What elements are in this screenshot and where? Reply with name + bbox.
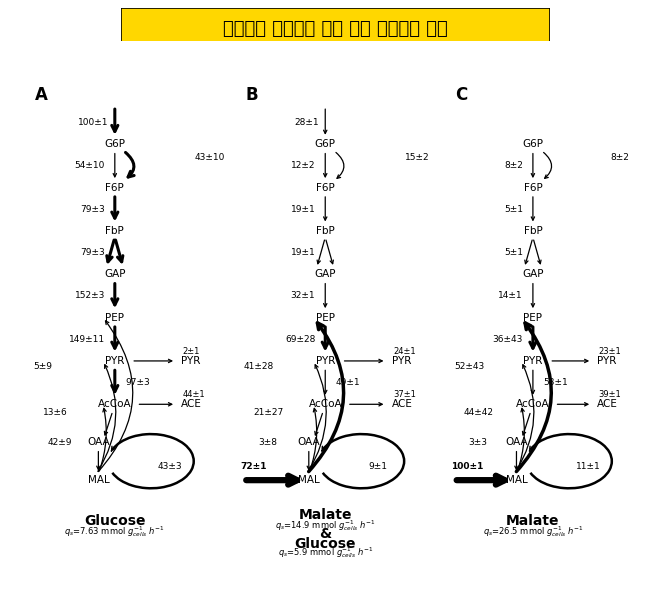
Text: FbP: FbP [523,226,542,236]
Text: &: & [319,527,331,541]
Text: 100±1: 100±1 [78,118,108,127]
Text: OAA: OAA [505,437,528,447]
Text: PYR: PYR [315,356,335,366]
Text: $q_s$=26.5 mmol $g_{cells}^{-1}$ $h^{-1}$: $q_s$=26.5 mmol $g_{cells}^{-1}$ $h^{-1}… [482,524,583,539]
Text: G6P: G6P [523,139,544,149]
Text: 37±1: 37±1 [393,390,416,399]
Text: 36±43: 36±43 [493,335,523,344]
Text: 5±9: 5±9 [33,362,52,371]
Text: Malate: Malate [299,508,352,522]
Text: $q_s$=7.63 mmol $g_{cells}^{-1}$ $h^{-1}$: $q_s$=7.63 mmol $g_{cells}^{-1}$ $h^{-1}… [64,524,165,539]
FancyBboxPatch shape [0,25,671,589]
Text: 19±1: 19±1 [291,248,315,257]
Text: PEP: PEP [105,313,124,323]
Text: Glucose: Glucose [295,537,356,551]
Text: F6P: F6P [105,183,124,193]
Text: 15±2: 15±2 [405,153,430,162]
Text: MAL: MAL [505,475,527,485]
Text: C: C [456,87,468,104]
Text: 72±1: 72±1 [240,462,266,471]
Text: 14±1: 14±1 [499,292,523,300]
Text: 41±28: 41±28 [244,362,274,371]
Text: ACE: ACE [597,399,618,409]
Text: 43±3: 43±3 [158,462,183,471]
Text: B: B [246,87,258,104]
Text: 100±1: 100±1 [450,462,483,471]
Text: 43±10: 43±10 [195,153,225,162]
Text: 42±9: 42±9 [48,438,72,446]
Text: 11±1: 11±1 [576,462,601,471]
Text: PYR: PYR [392,356,411,366]
Text: MAL: MAL [298,475,319,485]
Text: 44±1: 44±1 [183,390,205,399]
Text: 152±3: 152±3 [74,292,105,300]
Text: GAP: GAP [315,269,336,279]
Text: 8±2: 8±2 [504,161,523,170]
Text: 8±2: 8±2 [611,153,629,162]
Text: 3±8: 3±8 [258,438,277,446]
Text: 28±1: 28±1 [294,118,319,127]
Text: 9±1: 9±1 [368,462,387,471]
Text: G6P: G6P [315,139,336,149]
Text: 13±6: 13±6 [43,408,68,417]
Text: 53±1: 53±1 [544,378,568,387]
Text: GAP: GAP [522,269,544,279]
Text: 79±3: 79±3 [81,248,105,257]
Text: 52±43: 52±43 [454,362,484,371]
Text: FbP: FbP [105,226,124,236]
Text: 149±11: 149±11 [69,335,105,344]
Text: AcCoA: AcCoA [309,399,342,409]
Text: ACE: ACE [181,399,202,409]
Text: 24±1: 24±1 [393,347,415,356]
Text: 54±10: 54±10 [74,161,105,170]
Text: 19±1: 19±1 [291,205,315,214]
Text: 69±28: 69±28 [285,335,315,344]
Text: PYR: PYR [523,356,543,366]
Text: PEP: PEP [316,313,335,323]
Text: AcCoA: AcCoA [516,399,550,409]
Text: 2±1: 2±1 [183,347,200,356]
Text: F6P: F6P [316,183,335,193]
Text: Glucose: Glucose [84,514,146,528]
Text: $q_s$=14.9 mmol $g_{cells}^{-1}$ $h^{-1}$: $q_s$=14.9 mmol $g_{cells}^{-1}$ $h^{-1}… [275,518,376,532]
Text: 12±2: 12±2 [291,161,315,170]
Text: GAP: GAP [104,269,125,279]
Text: ACE: ACE [392,399,413,409]
Text: $q_s$=5.9 mmol $g_{cells}^{-1}$ $h^{-1}$: $q_s$=5.9 mmol $g_{cells}^{-1}$ $h^{-1}$ [278,545,373,560]
Text: 39±1: 39±1 [599,390,621,399]
Text: 32±1: 32±1 [291,292,315,300]
Text: 5±1: 5±1 [504,248,523,257]
Text: 23±1: 23±1 [599,347,621,356]
Text: A: A [35,87,48,104]
Text: 44±42: 44±42 [464,408,494,417]
FancyBboxPatch shape [121,8,550,50]
Text: 3±3: 3±3 [468,438,487,446]
Text: G6P: G6P [104,139,125,149]
Text: PYR: PYR [181,356,201,366]
Text: 79±3: 79±3 [81,205,105,214]
Text: 5±1: 5±1 [504,205,523,214]
Text: PEP: PEP [523,313,542,323]
Text: F6P: F6P [523,183,542,193]
Text: Malate: Malate [506,514,560,528]
Text: AcCoA: AcCoA [98,399,132,409]
Text: FbP: FbP [316,226,335,236]
Text: PYR: PYR [105,356,125,366]
Text: 공급되는 탄소원에 따른 대사 플럭스의 변화: 공급되는 탄소원에 따른 대사 플럭스의 변화 [223,20,448,38]
Text: PYR: PYR [597,356,617,366]
Text: OAA: OAA [87,437,109,447]
Text: 97±3: 97±3 [125,378,150,387]
Text: 21±27: 21±27 [253,408,284,417]
Text: MAL: MAL [87,475,109,485]
Text: OAA: OAA [297,437,320,447]
Text: 49±1: 49±1 [336,378,360,387]
